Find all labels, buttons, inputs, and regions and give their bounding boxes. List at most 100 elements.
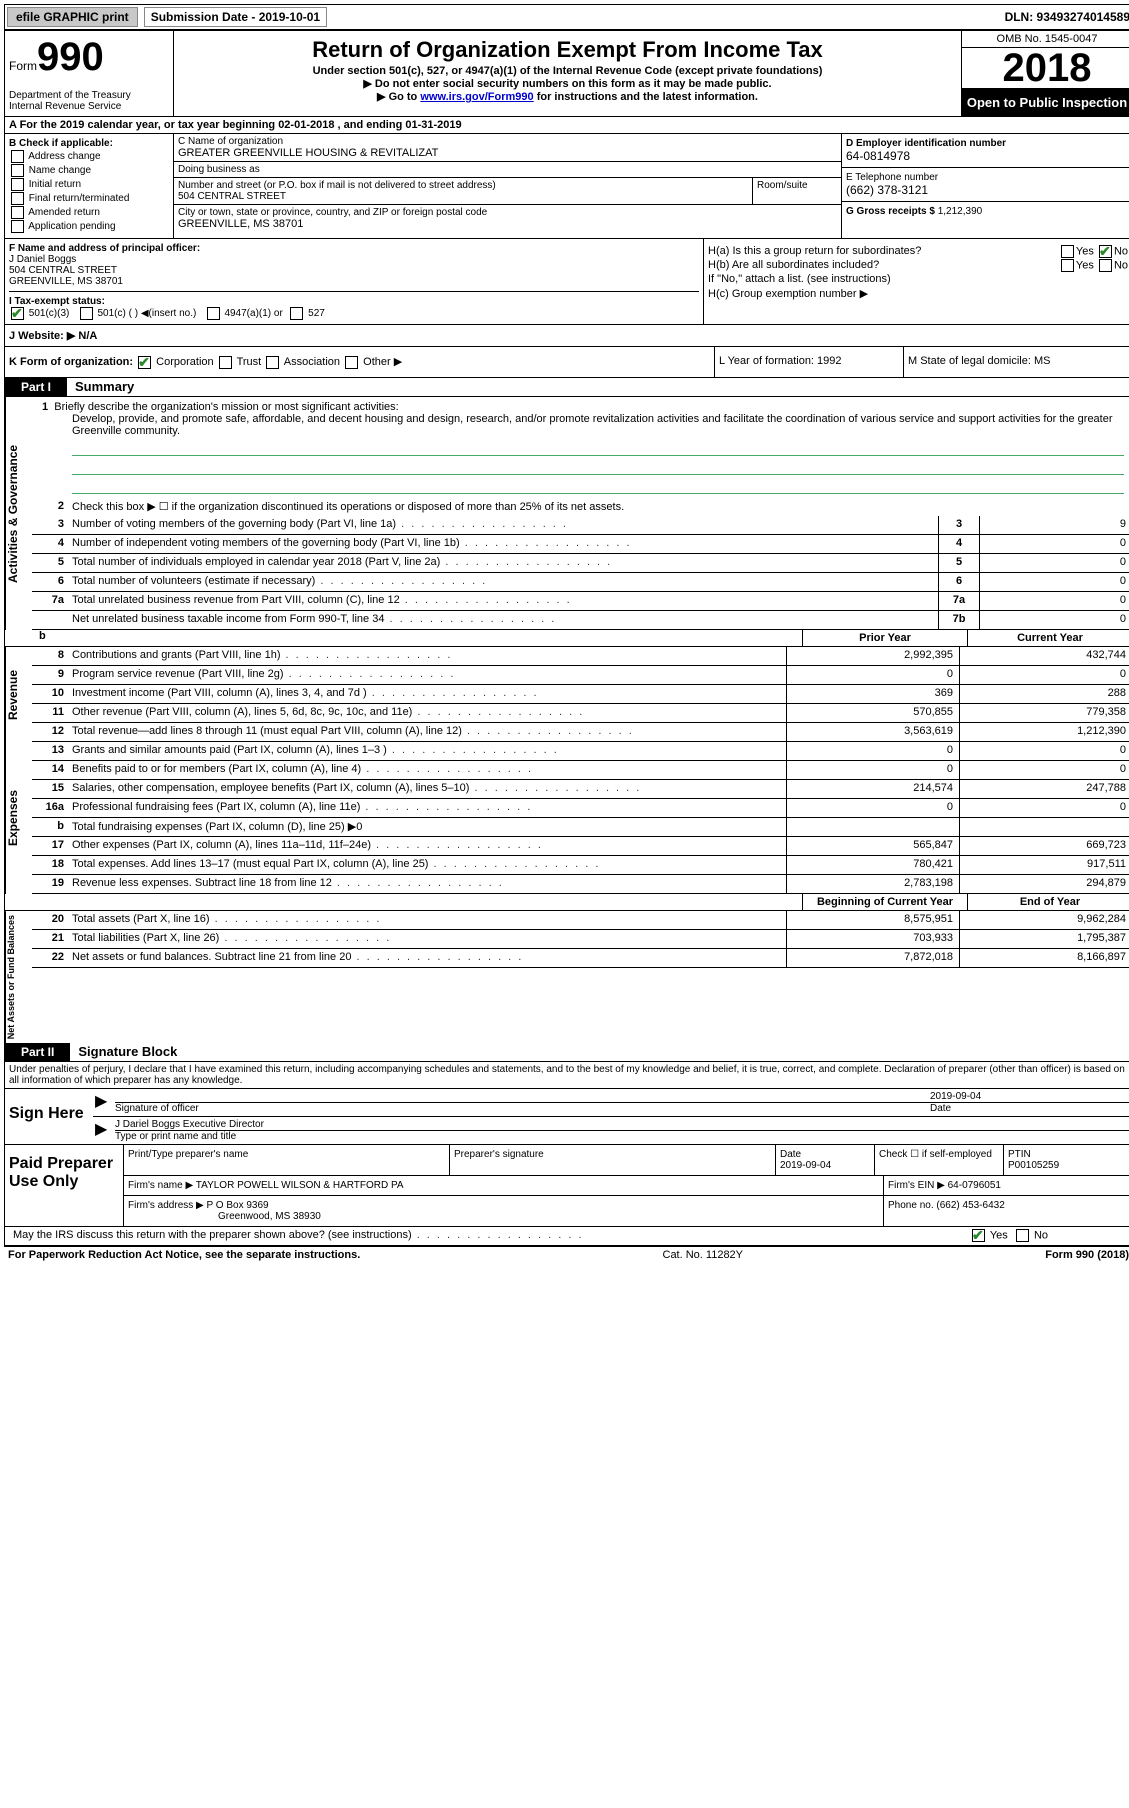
hdr-current: Current Year: [967, 630, 1129, 646]
prep-selfemp: Check ☐ if self-employed: [875, 1145, 1004, 1175]
ha-no[interactable]: [1099, 245, 1112, 258]
summary-line: 12Total revenue—add lines 8 through 11 (…: [32, 723, 1129, 742]
chk-trust[interactable]: [219, 356, 232, 369]
firm-phone: (662) 453-6432: [936, 1200, 1004, 1211]
hb-no[interactable]: [1099, 259, 1112, 272]
efile-btn[interactable]: efile GRAPHIC print: [7, 7, 138, 27]
sig-date: 2019-09-04: [930, 1091, 1129, 1103]
org-name: GREATER GREENVILLE HOUSING & REVITALIZAT: [178, 147, 837, 159]
chk-pending[interactable]: Application pending: [9, 220, 169, 233]
irs-link[interactable]: www.irs.gov/Form990: [420, 91, 533, 103]
ha-yes[interactable]: [1061, 245, 1074, 258]
rev-header: b Prior Year Current Year: [5, 630, 1129, 647]
vlabel-exp: Expenses: [5, 742, 32, 894]
lbl-527: 527: [308, 308, 325, 319]
phone-val: (662) 378-3121: [846, 183, 1128, 197]
form-title: Return of Organization Exempt From Incom…: [178, 37, 957, 63]
gross-val: 1,212,390: [938, 206, 983, 217]
section-fgh: F Name and address of principal officer:…: [5, 239, 1129, 325]
subtitle-2: ▶ Do not enter social security numbers o…: [178, 77, 957, 90]
summary-line: 19Revenue less expenses. Subtract line 1…: [32, 875, 1129, 894]
chk-corp[interactable]: [138, 356, 151, 369]
hb-label: H(b) Are all subordinates included?: [708, 259, 879, 271]
chk-name-change[interactable]: Name change: [9, 164, 169, 177]
phone-label: E Telephone number: [846, 172, 1128, 183]
website-val: N/A: [78, 330, 97, 342]
firm-addr-label: Firm's address ▶: [128, 1200, 204, 1211]
org-name-label: C Name of organization: [178, 136, 837, 147]
chk-4947[interactable]: [207, 307, 220, 320]
hb-yes[interactable]: [1061, 259, 1074, 272]
room-suite: Room/suite: [753, 178, 841, 204]
part1-header: Part I Summary: [5, 378, 1129, 397]
lbl-corp: Corporation: [156, 356, 213, 368]
summary-line: 6Total number of volunteers (estimate if…: [32, 573, 1129, 592]
dba-label: Doing business as: [178, 164, 837, 175]
sig-label: Signature of officer: [115, 1103, 930, 1114]
box-h: H(a) Is this a group return for subordin…: [704, 239, 1129, 324]
hdr-prior: Prior Year: [802, 630, 967, 646]
hdr-end: End of Year: [967, 894, 1129, 910]
chk-assoc[interactable]: [266, 356, 279, 369]
part2-tab: Part II: [5, 1043, 70, 1061]
addr-val: 504 CENTRAL STREET: [178, 191, 748, 202]
summary-line: 13Grants and similar amounts paid (Part …: [32, 742, 1129, 761]
line2-desc: Check this box ▶ ☐ if the organization d…: [68, 498, 1129, 516]
ptin-label: PTIN: [1008, 1149, 1031, 1160]
chk-initial-return[interactable]: Initial return: [9, 178, 169, 191]
summary-net: Net Assets or Fund Balances 20Total asse…: [5, 911, 1129, 1043]
vlabel-ag: Activities & Governance: [5, 397, 32, 630]
prep-title: Paid Preparer Use Only: [5, 1145, 124, 1226]
chk-amended[interactable]: Amended return: [9, 206, 169, 219]
row-a: A For the 2019 calendar year, or tax yea…: [5, 117, 1129, 134]
header: Form990 Department of the Treasury Inter…: [5, 31, 1129, 117]
signature-block: Sign Here ▶ Signature of officer 2019-09…: [5, 1089, 1129, 1145]
hb-note: If "No," attach a list. (see instruction…: [708, 273, 1128, 285]
summary-exp: Expenses 13Grants and similar amounts pa…: [5, 742, 1129, 894]
chk-address-change[interactable]: Address change: [9, 150, 169, 163]
sign-here: Sign Here: [5, 1089, 93, 1144]
chk-other[interactable]: [345, 356, 358, 369]
mission-num: 1: [42, 401, 48, 413]
year-formation: L Year of formation: 1992: [714, 347, 903, 377]
summary-ag: Activities & Governance 1 Briefly descri…: [5, 397, 1129, 630]
hc-label: H(c) Group exemption number ▶: [708, 287, 1128, 300]
officer-addr1: 504 CENTRAL STREET: [9, 265, 699, 276]
part2-title: Signature Block: [70, 1044, 177, 1059]
summary-line: 8Contributions and grants (Part VIII, li…: [32, 647, 1129, 666]
summary-line: 17Other expenses (Part IX, column (A), l…: [32, 837, 1129, 856]
box-b: B Check if applicable: Address change Na…: [5, 134, 174, 238]
summary-line: 16aProfessional fundraising fees (Part I…: [32, 799, 1129, 818]
summary-line: 9Program service revenue (Part VIII, lin…: [32, 666, 1129, 685]
box-c: C Name of organization GREATER GREENVILL…: [174, 134, 841, 238]
city-val: GREENVILLE, MS 38701: [178, 218, 837, 230]
form-number: Form990: [9, 35, 169, 80]
chk-501c[interactable]: [80, 307, 93, 320]
row-j: J Website: ▶ N/A: [5, 325, 1129, 347]
lbl-4947: 4947(a)(1) or: [224, 308, 282, 319]
summary-line: 11Other revenue (Part VIII, column (A), …: [32, 704, 1129, 723]
summary-line: 22Net assets or fund balances. Subtract …: [32, 949, 1129, 968]
firm-ein: 64-0796051: [948, 1180, 1001, 1191]
chk-527[interactable]: [290, 307, 303, 320]
sig-name: J Dariel Boggs Executive Director: [115, 1119, 1129, 1131]
summary-line: 14Benefits paid to or for members (Part …: [32, 761, 1129, 780]
ein-label: D Employer identification number: [846, 138, 1128, 149]
header-right: OMB No. 1545-0047 2018 Open to Public In…: [961, 31, 1129, 116]
footer-right: Form 990 (2018): [1045, 1249, 1129, 1261]
chk-501c3[interactable]: [11, 307, 24, 320]
preparer-block: Paid Preparer Use Only Print/Type prepar…: [5, 1145, 1129, 1227]
discuss-no[interactable]: [1016, 1229, 1029, 1242]
box-f: F Name and address of principal officer:…: [5, 239, 704, 324]
part1-title: Summary: [67, 379, 134, 394]
summary-line: 21Total liabilities (Part X, line 26)703…: [32, 930, 1129, 949]
form-prefix: Form: [9, 59, 37, 73]
ptin-val: P00105259: [1008, 1160, 1059, 1171]
lbl-other: Other ▶: [363, 356, 402, 368]
summary-line: 10Investment income (Part VIII, column (…: [32, 685, 1129, 704]
chk-final-return[interactable]: Final return/terminated: [9, 192, 169, 205]
subtitle-3: ▶ Go to www.irs.gov/Form990 for instruct…: [178, 90, 957, 103]
footer-mid: Cat. No. 11282Y: [360, 1249, 1045, 1261]
summary-line: 15Salaries, other compensation, employee…: [32, 780, 1129, 799]
discuss-yes[interactable]: [972, 1229, 985, 1242]
